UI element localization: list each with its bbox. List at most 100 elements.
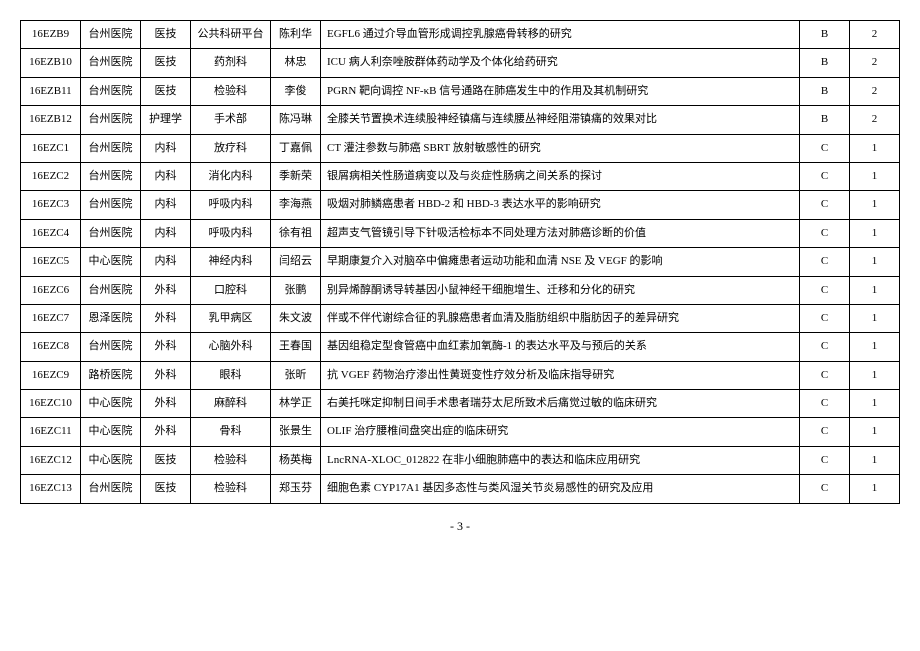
cell-dept1: 外科: [141, 304, 191, 332]
cell-hospital: 台州医院: [81, 475, 141, 503]
cell-hospital: 中心医院: [81, 446, 141, 474]
cell-hospital: 台州医院: [81, 21, 141, 49]
cell-dept1: 医技: [141, 21, 191, 49]
cell-person: 杨英梅: [271, 446, 321, 474]
cell-hospital: 中心医院: [81, 418, 141, 446]
cell-hospital: 台州医院: [81, 191, 141, 219]
cell-person: 郑玉芬: [271, 475, 321, 503]
cell-num: 1: [850, 191, 900, 219]
cell-id: 16EZC3: [21, 191, 81, 219]
table-row: 16EZB9台州医院医技公共科研平台陈利华EGFL6 通过介导血管形成调控乳腺癌…: [21, 21, 900, 49]
cell-dept2: 药剂科: [191, 49, 271, 77]
cell-desc: 银屑病相关性肠道病变以及与炎症性肠病之间关系的探讨: [321, 162, 800, 190]
cell-person: 季新荣: [271, 162, 321, 190]
cell-person: 朱文波: [271, 304, 321, 332]
cell-id: 16EZC13: [21, 475, 81, 503]
cell-dept2: 神经内科: [191, 248, 271, 276]
cell-person: 闫绍云: [271, 248, 321, 276]
cell-num: 1: [850, 276, 900, 304]
cell-desc: CT 灌注参数与肺癌 SBRT 放射敏感性的研究: [321, 134, 800, 162]
table-row: 16EZC11中心医院外科骨科张景生OLIF 治疗腰椎间盘突出症的临床研究C1: [21, 418, 900, 446]
page-number: - 3 -: [20, 519, 900, 534]
table-row: 16EZC3台州医院内科呼吸内科李海燕吸烟对肺鳞癌患者 HBD-2 和 HBD-…: [21, 191, 900, 219]
cell-num: 1: [850, 390, 900, 418]
cell-hospital: 台州医院: [81, 276, 141, 304]
cell-hospital: 台州医院: [81, 49, 141, 77]
cell-dept2: 公共科研平台: [191, 21, 271, 49]
cell-id: 16EZB10: [21, 49, 81, 77]
cell-num: 1: [850, 475, 900, 503]
cell-dept2: 口腔科: [191, 276, 271, 304]
cell-dept2: 眼科: [191, 361, 271, 389]
cell-dept1: 内科: [141, 162, 191, 190]
cell-dept1: 内科: [141, 248, 191, 276]
cell-dept1: 外科: [141, 361, 191, 389]
cell-id: 16EZC8: [21, 333, 81, 361]
cell-num: 2: [850, 21, 900, 49]
cell-desc: ICU 病人利奈唑胺群体药动学及个体化给药研究: [321, 49, 800, 77]
cell-dept2: 麻醉科: [191, 390, 271, 418]
cell-person: 张昕: [271, 361, 321, 389]
table-row: 16EZB10台州医院医技药剂科林忠ICU 病人利奈唑胺群体药动学及个体化给药研…: [21, 49, 900, 77]
table-row: 16EZB11台州医院医技检验科李俊PGRN 靶向调控 NF-κB 信号通路在肺…: [21, 77, 900, 105]
cell-grade: B: [800, 21, 850, 49]
cell-id: 16EZC9: [21, 361, 81, 389]
cell-desc: PGRN 靶向调控 NF-κB 信号通路在肺癌发生中的作用及其机制研究: [321, 77, 800, 105]
cell-num: 1: [850, 248, 900, 276]
cell-dept2: 放疗科: [191, 134, 271, 162]
cell-grade: C: [800, 191, 850, 219]
cell-desc: 早期康复介入对脑卒中偏瘫患者运动功能和血清 NSE 及 VEGF 的影响: [321, 248, 800, 276]
cell-desc: 别异烯醇酮诱导转基因小鼠神经干细胞增生、迁移和分化的研究: [321, 276, 800, 304]
cell-id: 16EZC4: [21, 219, 81, 247]
cell-hospital: 路桥医院: [81, 361, 141, 389]
cell-grade: B: [800, 106, 850, 134]
cell-dept1: 外科: [141, 333, 191, 361]
cell-desc: 吸烟对肺鳞癌患者 HBD-2 和 HBD-3 表达水平的影响研究: [321, 191, 800, 219]
cell-hospital: 台州医院: [81, 162, 141, 190]
cell-num: 1: [850, 333, 900, 361]
cell-id: 16EZB12: [21, 106, 81, 134]
table-row: 16EZC13台州医院医技检验科郑玉芬细胞色素 CYP17A1 基因多态性与类风…: [21, 475, 900, 503]
cell-num: 1: [850, 446, 900, 474]
cell-hospital: 中心医院: [81, 390, 141, 418]
cell-desc: 细胞色素 CYP17A1 基因多态性与类风湿关节炎易感性的研究及应用: [321, 475, 800, 503]
cell-dept2: 检验科: [191, 77, 271, 105]
table-row: 16EZC12中心医院医技检验科杨英梅LncRNA-XLOC_012822 在非…: [21, 446, 900, 474]
cell-dept2: 呼吸内科: [191, 219, 271, 247]
cell-dept2: 检验科: [191, 475, 271, 503]
data-table: 16EZB9台州医院医技公共科研平台陈利华EGFL6 通过介导血管形成调控乳腺癌…: [20, 20, 900, 504]
table-row: 16EZC8台州医院外科心脑外科王春国基因组稳定型食管癌中血红素加氧酶-1 的表…: [21, 333, 900, 361]
cell-grade: C: [800, 304, 850, 332]
cell-num: 1: [850, 361, 900, 389]
cell-person: 林学正: [271, 390, 321, 418]
cell-person: 王春国: [271, 333, 321, 361]
table-row: 16EZC6台州医院外科口腔科张鹏别异烯醇酮诱导转基因小鼠神经干细胞增生、迁移和…: [21, 276, 900, 304]
cell-dept2: 心脑外科: [191, 333, 271, 361]
cell-dept2: 检验科: [191, 446, 271, 474]
cell-desc: 伴或不伴代谢综合征的乳腺癌患者血清及脂肪组织中脂肪因子的差异研究: [321, 304, 800, 332]
cell-dept2: 乳甲病区: [191, 304, 271, 332]
cell-hospital: 恩泽医院: [81, 304, 141, 332]
table-row: 16EZC9路桥医院外科眼科张昕抗 VGEF 药物治疗渗出性黄斑变性疗效分析及临…: [21, 361, 900, 389]
cell-grade: C: [800, 162, 850, 190]
cell-desc: LncRNA-XLOC_012822 在非小细胞肺癌中的表达和临床应用研究: [321, 446, 800, 474]
cell-id: 16EZC5: [21, 248, 81, 276]
cell-dept1: 医技: [141, 446, 191, 474]
cell-dept2: 消化内科: [191, 162, 271, 190]
cell-dept1: 内科: [141, 191, 191, 219]
table-row: 16EZC2台州医院内科消化内科季新荣银屑病相关性肠道病变以及与炎症性肠病之间关…: [21, 162, 900, 190]
cell-person: 李海燕: [271, 191, 321, 219]
cell-grade: C: [800, 446, 850, 474]
cell-person: 张景生: [271, 418, 321, 446]
cell-person: 丁嘉佩: [271, 134, 321, 162]
cell-person: 张鹏: [271, 276, 321, 304]
cell-dept1: 医技: [141, 49, 191, 77]
cell-grade: C: [800, 248, 850, 276]
table-row: 16EZC10中心医院外科麻醉科林学正右美托咪定抑制日间手术患者瑞芬太尼所致术后…: [21, 390, 900, 418]
cell-num: 1: [850, 304, 900, 332]
cell-hospital: 台州医院: [81, 77, 141, 105]
cell-grade: C: [800, 390, 850, 418]
cell-grade: C: [800, 134, 850, 162]
cell-dept1: 外科: [141, 418, 191, 446]
cell-person: 陈冯琳: [271, 106, 321, 134]
